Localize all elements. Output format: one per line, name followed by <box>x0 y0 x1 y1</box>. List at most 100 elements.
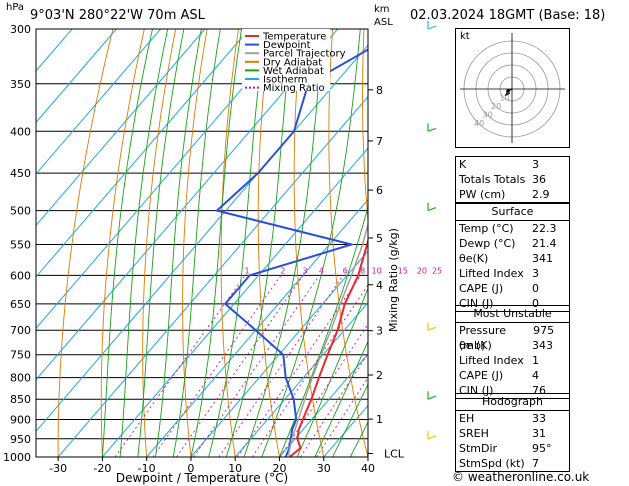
pressure-tick-label: 300 <box>10 23 31 36</box>
isotherm-line <box>279 353 368 457</box>
row-label: Temp (°C) <box>459 222 514 235</box>
pressure-tick-label: 500 <box>10 205 31 218</box>
legend-label: Parcel Trajectory <box>263 49 346 60</box>
row-label: Pressure (mb) <box>459 324 506 352</box>
table-row: CAPE (J) 0 <box>456 281 569 296</box>
row-label: θe(K) <box>459 252 489 265</box>
dry-adiabat-line <box>395 29 456 457</box>
wet-adiabat-line <box>296 286 368 457</box>
row-value: 95° <box>532 442 552 455</box>
dry-adiabat-line <box>328 29 368 457</box>
mixing-ratio-label: 8 <box>360 266 365 275</box>
indices-table: K 3 Totals Totals 36 PW (cm) 2.9 <box>455 156 570 203</box>
row-value: 3 <box>532 158 539 171</box>
row-value: 0 <box>532 282 539 295</box>
dry-adiabat-line <box>220 29 239 457</box>
wet-adiabat-line <box>172 29 221 457</box>
table-row: θe(K) 341 <box>456 251 569 266</box>
asl-axis-label: ASL <box>374 17 393 28</box>
row-value: 7 <box>532 457 539 470</box>
row-label: Lifted Index <box>459 354 524 367</box>
table-title: Most Unstable <box>456 306 569 323</box>
mixing-ratio-label: 10 <box>372 266 382 275</box>
pressure-tick-label: 1000 <box>3 451 31 464</box>
wet-adiabat-line <box>314 340 368 457</box>
table-row: Lifted Index 3 <box>456 266 569 281</box>
row-label: K <box>459 158 467 171</box>
dry-adiabat-line <box>257 29 280 457</box>
row-value: 3 <box>532 267 539 280</box>
table-row: θe (K) 343 <box>456 338 569 353</box>
mixing-ratio-label: 4 <box>319 266 324 275</box>
surface-table: Surface Temp (°C) 22.3 Dewp (°C) 21.4 θe(K) 34… <box>455 203 570 312</box>
pressure-tick-label: 550 <box>10 238 31 251</box>
isotherm-line <box>234 301 368 457</box>
table-row: SREH 31 <box>456 426 569 441</box>
row-value: 36 <box>532 173 546 186</box>
datetime-title: 02.03.2024 18GMT (Base: 18) <box>410 8 606 23</box>
wind-barb-flag <box>427 326 437 331</box>
legend-label: Temperature <box>262 32 326 43</box>
table-row: Lifted Index 1 <box>456 353 569 368</box>
x-tick-label: 20 <box>272 462 286 475</box>
table-row: Pressure (mb) 975 <box>456 323 569 352</box>
mixing-ratio-label: 1 <box>245 266 250 275</box>
row-value: 2.9 <box>532 188 550 201</box>
pressure-tick-label: 850 <box>10 393 31 406</box>
dry-adiabat-line <box>362 29 368 226</box>
chart-axes: 1 2 3 4 6 8 10 15 20 2530035040045050055060065070… <box>3 23 442 475</box>
table-row: Totals Totals 36 <box>456 172 569 187</box>
pressure-tick-label: 800 <box>10 372 31 385</box>
wind-barb-flag <box>427 395 437 400</box>
isotherm-line <box>146 198 368 457</box>
row-value: 343 <box>532 339 553 352</box>
hodograph-unit-label: kt <box>460 31 470 42</box>
km-tick-label: 4 <box>376 279 383 292</box>
isotherm-line <box>36 29 339 381</box>
table-row: Dewp (°C) 21.4 <box>456 236 569 251</box>
wind-barb-flag <box>427 435 437 440</box>
wind-barb-flag <box>427 127 437 132</box>
dry-adiabat-line <box>182 29 208 457</box>
table-title: Surface <box>456 204 569 221</box>
mixing-ratio-line <box>279 323 368 457</box>
mixing-ratio-line <box>218 275 344 457</box>
row-value: 22.3 <box>532 222 557 235</box>
location-title: 9°03'N 280°22'W 70m ASL <box>30 8 205 23</box>
isotherm-line <box>36 29 206 227</box>
table-row: EH 33 <box>456 411 569 426</box>
mixing-ratio-line <box>114 275 246 457</box>
x-tick-label: 30 <box>317 462 331 475</box>
x-tick-label: 0 <box>187 462 194 475</box>
km-axis-label: km <box>374 4 390 15</box>
km-tick-label: 7 <box>376 135 383 148</box>
hodograph-table: Hodograph EH 33 SREH 31 StmDir 95° StmSpd (kt) 7 <box>455 393 570 472</box>
row-label: CAPE (J) <box>459 282 504 295</box>
isotherm-line <box>57 95 368 457</box>
wet-adiabat-line <box>208 29 266 457</box>
hodograph-ring-label: 40 <box>474 119 484 128</box>
series-parcel-trajectory <box>287 221 368 457</box>
isotherm-line <box>190 250 368 457</box>
pressure-tick-label: 700 <box>10 324 31 337</box>
mixing-ratio-label: 2 <box>280 266 285 275</box>
mixing-ratio-axis-title: Mixing Ratio (g/kg) <box>387 228 400 332</box>
km-tick-label: 3 <box>376 325 383 338</box>
mixing-ratio-label: 25 <box>432 266 442 275</box>
x-tick-label: -30 <box>49 462 67 475</box>
isotherm-line <box>36 29 161 175</box>
wet-adiabat-line <box>279 205 368 457</box>
mixing-ratio-line <box>152 275 282 457</box>
row-label: EH <box>459 412 475 425</box>
table-row: PW (cm) 2.9 <box>456 187 569 202</box>
row-value: 4 <box>532 369 539 382</box>
dry-adiabat-line <box>615 29 629 457</box>
km-tick-label: 6 <box>376 184 383 197</box>
legend-label: Wet Adiabat <box>263 66 324 77</box>
chart-grid <box>36 29 629 457</box>
row-label: Totals Totals <box>459 173 526 186</box>
table-row: CIN (J) 0 <box>456 296 569 311</box>
table-row: CAPE (J) 4 <box>456 368 569 383</box>
